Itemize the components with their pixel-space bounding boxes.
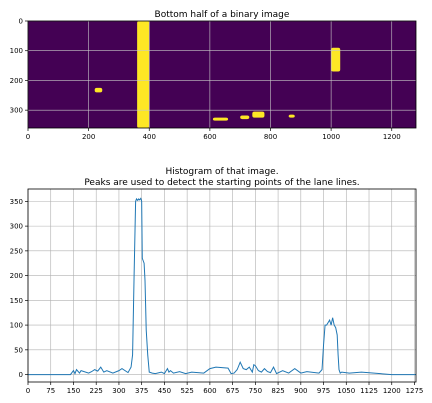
histogram-x-tick-label: 525 bbox=[180, 387, 193, 395]
histogram-y-tick-label: 350 bbox=[10, 198, 23, 206]
lane-pixel-blob-1 bbox=[331, 47, 341, 72]
histogram-y-ticks: 0 50 100 150 200 250 300 350 bbox=[10, 198, 28, 379]
lane-pixel-blob-3 bbox=[240, 115, 250, 120]
histogram-x-tick-label: 1125 bbox=[360, 387, 378, 395]
histogram-frame bbox=[27, 188, 417, 383]
heatmap-blobs bbox=[94, 21, 341, 128]
histogram-x-tick-label: 1050 bbox=[337, 387, 355, 395]
lane-pixel-blob-0 bbox=[137, 21, 150, 128]
histogram-x-tick-label: 300 bbox=[112, 387, 125, 395]
histogram-y-tick-label: 100 bbox=[10, 322, 23, 330]
heatmap-x-tick-label: 200 bbox=[82, 133, 95, 141]
heatmap-title: Bottom half of a binary image bbox=[155, 10, 290, 20]
heatmap-y-tick-label: 100 bbox=[10, 47, 23, 55]
histogram-x-tick-label: 1275 bbox=[406, 387, 424, 395]
lane-pixel-blob-4 bbox=[252, 111, 265, 118]
histogram-y-tick-label: 0 bbox=[19, 371, 23, 379]
histogram-x-tick-label: 675 bbox=[226, 387, 239, 395]
binary-image-panel: Bottom half of a binary image 0 200 400 600… bbox=[10, 10, 417, 141]
heatmap-y-tick-label: 200 bbox=[10, 77, 23, 85]
histogram-x-tick-label: 0 bbox=[26, 387, 30, 395]
heatmap-x-tick-label: 1000 bbox=[322, 133, 340, 141]
histogram-title-line-1: Histogram of that image. bbox=[165, 167, 278, 177]
heatmap-x-tick-label: 400 bbox=[143, 133, 156, 141]
heatmap-x-tick-label: 600 bbox=[203, 133, 216, 141]
heatmap-x-tick-label: 800 bbox=[264, 133, 277, 141]
lane-pixel-blob-6 bbox=[94, 87, 103, 93]
histogram-x-tick-label: 150 bbox=[67, 387, 80, 395]
lane-pixel-blob-2 bbox=[212, 117, 229, 121]
heatmap-y-tick-label: 300 bbox=[10, 107, 23, 115]
histogram-panel: Histogram of that image. Peaks are used … bbox=[10, 167, 424, 395]
histogram-y-tick-label: 250 bbox=[10, 247, 23, 255]
histogram-x-ticks: 0 75 150 225 300 375 450 525 600 675 750 825 900 975 1… bbox=[26, 382, 424, 395]
histogram-x-tick-label: 1200 bbox=[383, 387, 401, 395]
heatmap-y-tick-label: 0 bbox=[19, 18, 23, 26]
heatmap-y-ticks: 0 100 200 300 bbox=[10, 18, 28, 115]
histogram-y-tick-label: 50 bbox=[14, 346, 23, 354]
histogram-y-tick-label: 200 bbox=[10, 272, 23, 280]
histogram-x-tick-label: 750 bbox=[249, 387, 262, 395]
histogram-y-tick-label: 300 bbox=[10, 223, 23, 231]
heatmap-frame bbox=[27, 20, 417, 129]
histogram-x-tick-label: 375 bbox=[135, 387, 148, 395]
histogram-x-tick-label: 900 bbox=[294, 387, 307, 395]
heatmap-x-tick-label: 1200 bbox=[383, 133, 401, 141]
histogram-x-tick-label: 75 bbox=[46, 387, 55, 395]
histogram-x-tick-label: 975 bbox=[317, 387, 330, 395]
histogram-grid bbox=[27, 189, 416, 382]
histogram-x-tick-label: 825 bbox=[271, 387, 284, 395]
histogram-y-tick-label: 150 bbox=[10, 297, 23, 305]
histogram-title-line-2: Peaks are used to detect the starting po… bbox=[84, 178, 359, 188]
heatmap-x-ticks: 0 200 400 600 800 1000 1200 bbox=[26, 128, 401, 141]
histogram-series-line bbox=[28, 197, 416, 376]
histogram-x-tick-label: 225 bbox=[90, 387, 103, 395]
heatmap-background bbox=[28, 21, 416, 128]
histogram-x-tick-label: 450 bbox=[158, 387, 171, 395]
lane-pixel-blob-5 bbox=[288, 114, 295, 118]
heatmap-x-tick-label: 0 bbox=[26, 133, 30, 141]
histogram-x-tick-label: 600 bbox=[203, 387, 216, 395]
